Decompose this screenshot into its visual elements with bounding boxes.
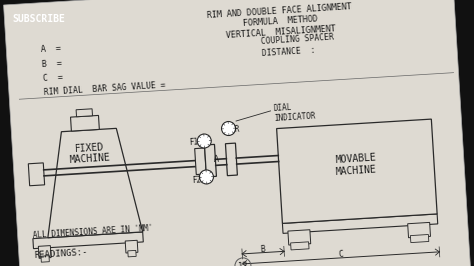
- Polygon shape: [76, 109, 92, 117]
- Polygon shape: [195, 148, 206, 174]
- Text: A: A: [214, 155, 219, 164]
- Text: FIXED: FIXED: [74, 142, 104, 154]
- Polygon shape: [408, 222, 430, 238]
- Polygon shape: [128, 250, 136, 257]
- Polygon shape: [288, 230, 311, 245]
- Polygon shape: [410, 235, 429, 243]
- Text: INDICATOR: INDICATOR: [273, 111, 316, 123]
- Text: MOVABLE: MOVABLE: [335, 153, 376, 165]
- Polygon shape: [48, 128, 143, 238]
- Text: 12: 12: [237, 261, 248, 266]
- Text: RIM AND DOUBLE FACE ALIGNMENT: RIM AND DOUBLE FACE ALIGNMENT: [207, 2, 352, 20]
- Polygon shape: [71, 115, 100, 131]
- Text: READINGS:-: READINGS:-: [34, 247, 88, 260]
- Polygon shape: [277, 119, 437, 223]
- Polygon shape: [291, 242, 309, 250]
- Circle shape: [197, 134, 211, 148]
- Text: ALL DIMENSIONS ARE IN 'MM': ALL DIMENSIONS ARE IN 'MM': [32, 223, 153, 240]
- Text: MACHINE: MACHINE: [336, 165, 377, 177]
- Polygon shape: [283, 214, 438, 233]
- Text: B  =: B =: [42, 59, 63, 69]
- Polygon shape: [28, 163, 45, 186]
- Polygon shape: [4, 0, 470, 266]
- Circle shape: [200, 170, 213, 184]
- Text: F1: F1: [189, 137, 199, 147]
- Text: RIM DIAL  BAR SAG VALUE =: RIM DIAL BAR SAG VALUE =: [44, 80, 166, 97]
- Text: C  =: C =: [43, 73, 64, 83]
- Polygon shape: [38, 246, 51, 258]
- Text: DIAL: DIAL: [273, 103, 292, 113]
- Text: B: B: [260, 244, 266, 254]
- Text: VERTICAL  MISALIGNMENT: VERTICAL MISALIGNMENT: [226, 25, 336, 40]
- Text: FORMULA  METHOD: FORMULA METHOD: [242, 15, 318, 28]
- Text: SUBSCRIBE: SUBSCRIBE: [13, 14, 65, 24]
- Polygon shape: [41, 256, 49, 262]
- Text: COUPLING SPACER: COUPLING SPACER: [261, 33, 335, 46]
- Polygon shape: [204, 144, 217, 177]
- Text: MACHINE: MACHINE: [69, 153, 111, 165]
- Polygon shape: [33, 232, 143, 249]
- Polygon shape: [226, 143, 237, 176]
- Circle shape: [221, 122, 236, 135]
- Text: R: R: [234, 125, 239, 134]
- Text: A  =: A =: [41, 44, 62, 54]
- Text: DISTANCE  :: DISTANCE :: [262, 46, 316, 58]
- Polygon shape: [125, 240, 138, 253]
- Text: F2: F2: [191, 175, 201, 185]
- Text: C: C: [337, 250, 343, 259]
